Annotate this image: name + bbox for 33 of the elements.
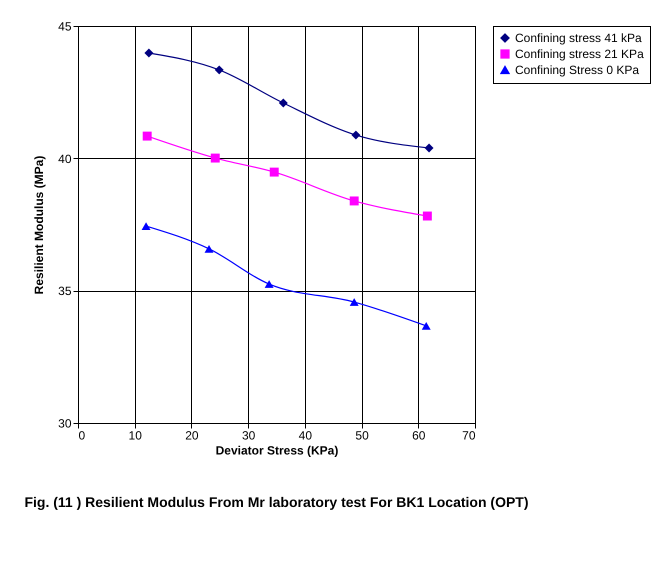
point — [270, 168, 279, 177]
point — [210, 154, 220, 163]
x-tick-label: 50 — [355, 428, 370, 442]
point — [351, 130, 360, 140]
x-tick-label: 70 — [462, 428, 476, 442]
point — [144, 48, 154, 58]
y-tick-label: 45 — [58, 20, 72, 34]
point — [350, 298, 359, 306]
point — [422, 212, 432, 221]
x-tick-label: 0 — [78, 428, 86, 442]
y-tick-label: 35 — [58, 284, 72, 298]
legend-label: Confining Stress 0 KPa — [515, 63, 640, 77]
point — [142, 132, 152, 141]
y-tick-label: 40 — [58, 152, 72, 166]
x-tick-label: 30 — [242, 428, 256, 442]
legend-label: Confining stress 21 KPa — [515, 47, 644, 61]
point — [264, 280, 274, 288]
point — [424, 144, 434, 152]
x-tick-label: 40 — [298, 428, 312, 442]
point — [214, 65, 224, 74]
point — [142, 222, 151, 230]
x-axis-title: Deviator Stress (KPa) — [216, 444, 338, 458]
x-tick-label: 60 — [412, 428, 426, 442]
point — [204, 244, 214, 253]
point — [350, 196, 359, 206]
x-tick-label: 10 — [128, 428, 142, 442]
y-axis-title: Resilient Modulus (MPa) — [32, 156, 46, 294]
point — [278, 98, 288, 108]
x-tick-label: 20 — [185, 428, 199, 442]
y-tick-label: 30 — [58, 416, 72, 430]
point — [422, 322, 431, 330]
text: Fig. (11 ) Resilient Modulus From Mr laboratory test For BK1 Location (OPT) — [24, 494, 529, 510]
legend-label: Confining stress 41 kPa — [515, 31, 642, 45]
